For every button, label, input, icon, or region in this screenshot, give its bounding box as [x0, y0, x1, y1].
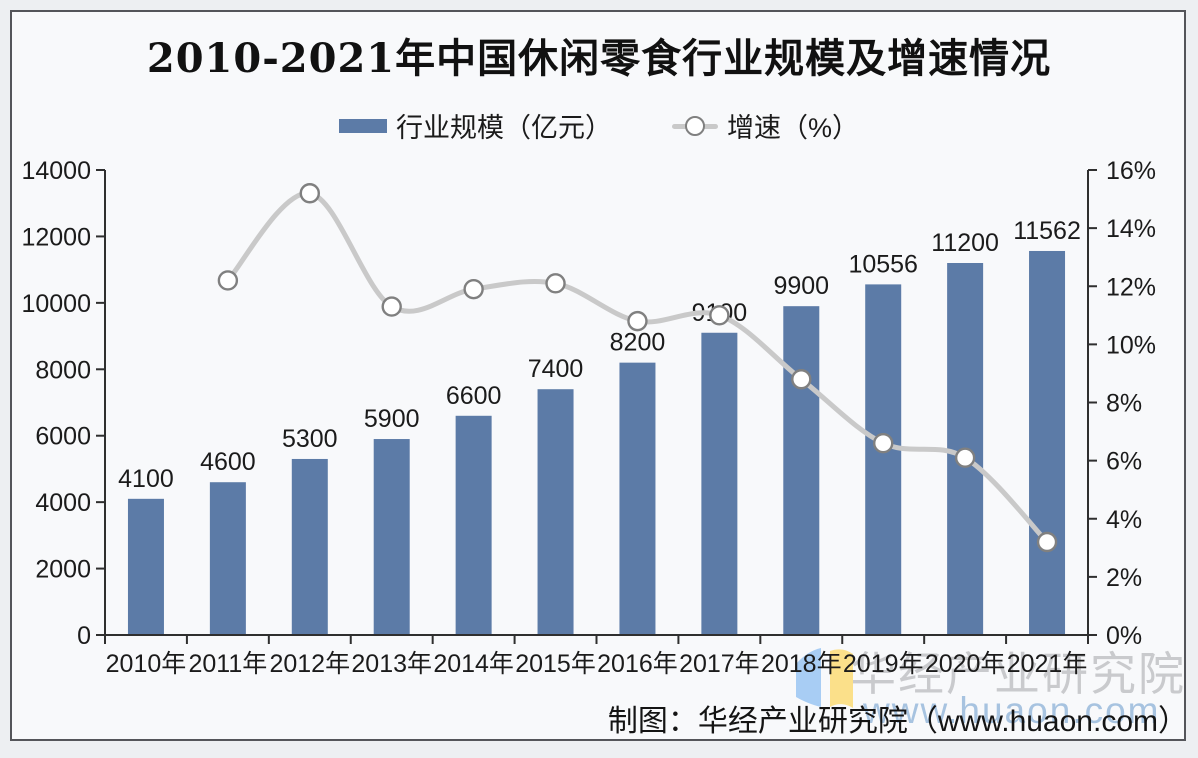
right-axis-tick-label: 14%: [1106, 215, 1156, 243]
legend-line-marker-icon: [684, 115, 705, 136]
growth-line-marker: [1036, 531, 1058, 553]
growth-line-marker: [873, 432, 894, 454]
bar-2016年: [619, 362, 656, 635]
left-axis-tick-label: 8000: [35, 356, 91, 384]
bar-2019年: [865, 284, 902, 635]
legend-item-growth-rate: 增速（%）: [671, 106, 859, 145]
bar-value-label: 8200: [610, 329, 666, 357]
bar-value-label: 11562: [1013, 217, 1081, 245]
bar-2021年: [1029, 250, 1066, 635]
legend: 行业规模（亿元） 增速（%）: [0, 106, 1198, 145]
bar-value-label: 4100: [118, 465, 174, 493]
bar-2015年: [537, 389, 574, 635]
bar-value-label: 6600: [446, 382, 502, 410]
x-axis-category-label: 2010年: [106, 650, 187, 678]
huaon-logo-icon: [796, 648, 853, 708]
left-axis-tick-label: 10000: [21, 290, 91, 318]
bar-value-label: 5300: [282, 425, 338, 453]
watermark-url: www.huaon.com: [863, 690, 1161, 731]
legend-bar-swatch: [338, 118, 387, 133]
x-axis-category-label: 2018年: [761, 650, 842, 678]
bar-2017年: [701, 332, 738, 635]
bar-2013年: [373, 439, 410, 635]
left-axis-tick-label: 4000: [35, 489, 91, 517]
legend-line-label: 增速（%）: [726, 113, 859, 143]
bar-value-label: 7400: [528, 355, 584, 383]
growth-line-marker: [463, 278, 484, 300]
bar-value-label: 10556: [848, 250, 918, 278]
growth-line-marker: [627, 310, 648, 332]
source-caption: 制图：华经产业研究院（www.huaon.com）: [607, 705, 1188, 738]
x-axis-category-label: 2013年: [351, 650, 432, 678]
growth-line-marker: [381, 296, 402, 317]
x-axis-category-label: 2020年: [925, 650, 1006, 678]
right-axis-tick-label: 12%: [1106, 273, 1156, 301]
bar-value-label: 5900: [364, 405, 420, 433]
x-axis-category-label: 2012年: [269, 650, 350, 678]
right-axis-tick-label: 0%: [1106, 622, 1142, 650]
left-axis-tick-label: 6000: [35, 423, 91, 451]
x-axis-category-label: 2017年: [679, 650, 760, 678]
x-axis-category-label: 2011年: [188, 650, 267, 678]
right-axis-tick-label: 2%: [1106, 564, 1142, 592]
x-axis-category-label: 2015年: [515, 650, 596, 678]
growth-line-marker: [299, 183, 320, 204]
growth-line-marker: [217, 270, 239, 291]
left-axis-tick-label: 2000: [35, 556, 91, 584]
legend-item-industry-scale: 行业规模（亿元）: [338, 106, 612, 145]
bar-2011年: [209, 482, 246, 635]
chart-title: 2010-2021年中国休闲零食行业规模及增速情况: [146, 35, 1052, 82]
bar-2010年: [127, 498, 164, 635]
x-axis-category-label: 2016年: [597, 650, 678, 678]
left-axis-tick-label: 0: [77, 622, 91, 650]
left-axis-tick-label: 12000: [21, 223, 91, 251]
right-axis-tick-label: 10%: [1106, 331, 1156, 359]
x-axis-category-label: 2021年: [1007, 650, 1088, 678]
bar-value-label: 11200: [931, 229, 999, 257]
right-axis-tick-label: 8%: [1106, 390, 1142, 418]
x-axis-category-label: 2014年: [433, 650, 514, 678]
growth-line-marker: [545, 273, 566, 294]
growth-line-marker: [954, 447, 976, 468]
right-axis-tick-label: 6%: [1106, 448, 1142, 476]
watermark-text: 华经产业研究院: [850, 648, 1186, 700]
legend-bar-label: 行业规模（亿元）: [395, 113, 612, 143]
bar-2018年: [783, 306, 820, 635]
bar-2012年: [291, 458, 328, 635]
right-axis-tick-label: 4%: [1106, 506, 1142, 534]
left-axis-tick-label: 14000: [21, 157, 91, 185]
bar-2014年: [455, 415, 492, 635]
bar-value-label: 4600: [200, 448, 256, 476]
chart-frame: [10, 10, 1186, 741]
legend-line-swatch: [671, 115, 718, 137]
x-axis-category-label: 2019年: [843, 650, 924, 678]
bar-value-label: 9900: [773, 272, 829, 300]
growth-line-marker: [791, 369, 812, 390]
growth-line-marker: [709, 305, 730, 326]
right-axis-tick-label: 16%: [1106, 157, 1156, 185]
